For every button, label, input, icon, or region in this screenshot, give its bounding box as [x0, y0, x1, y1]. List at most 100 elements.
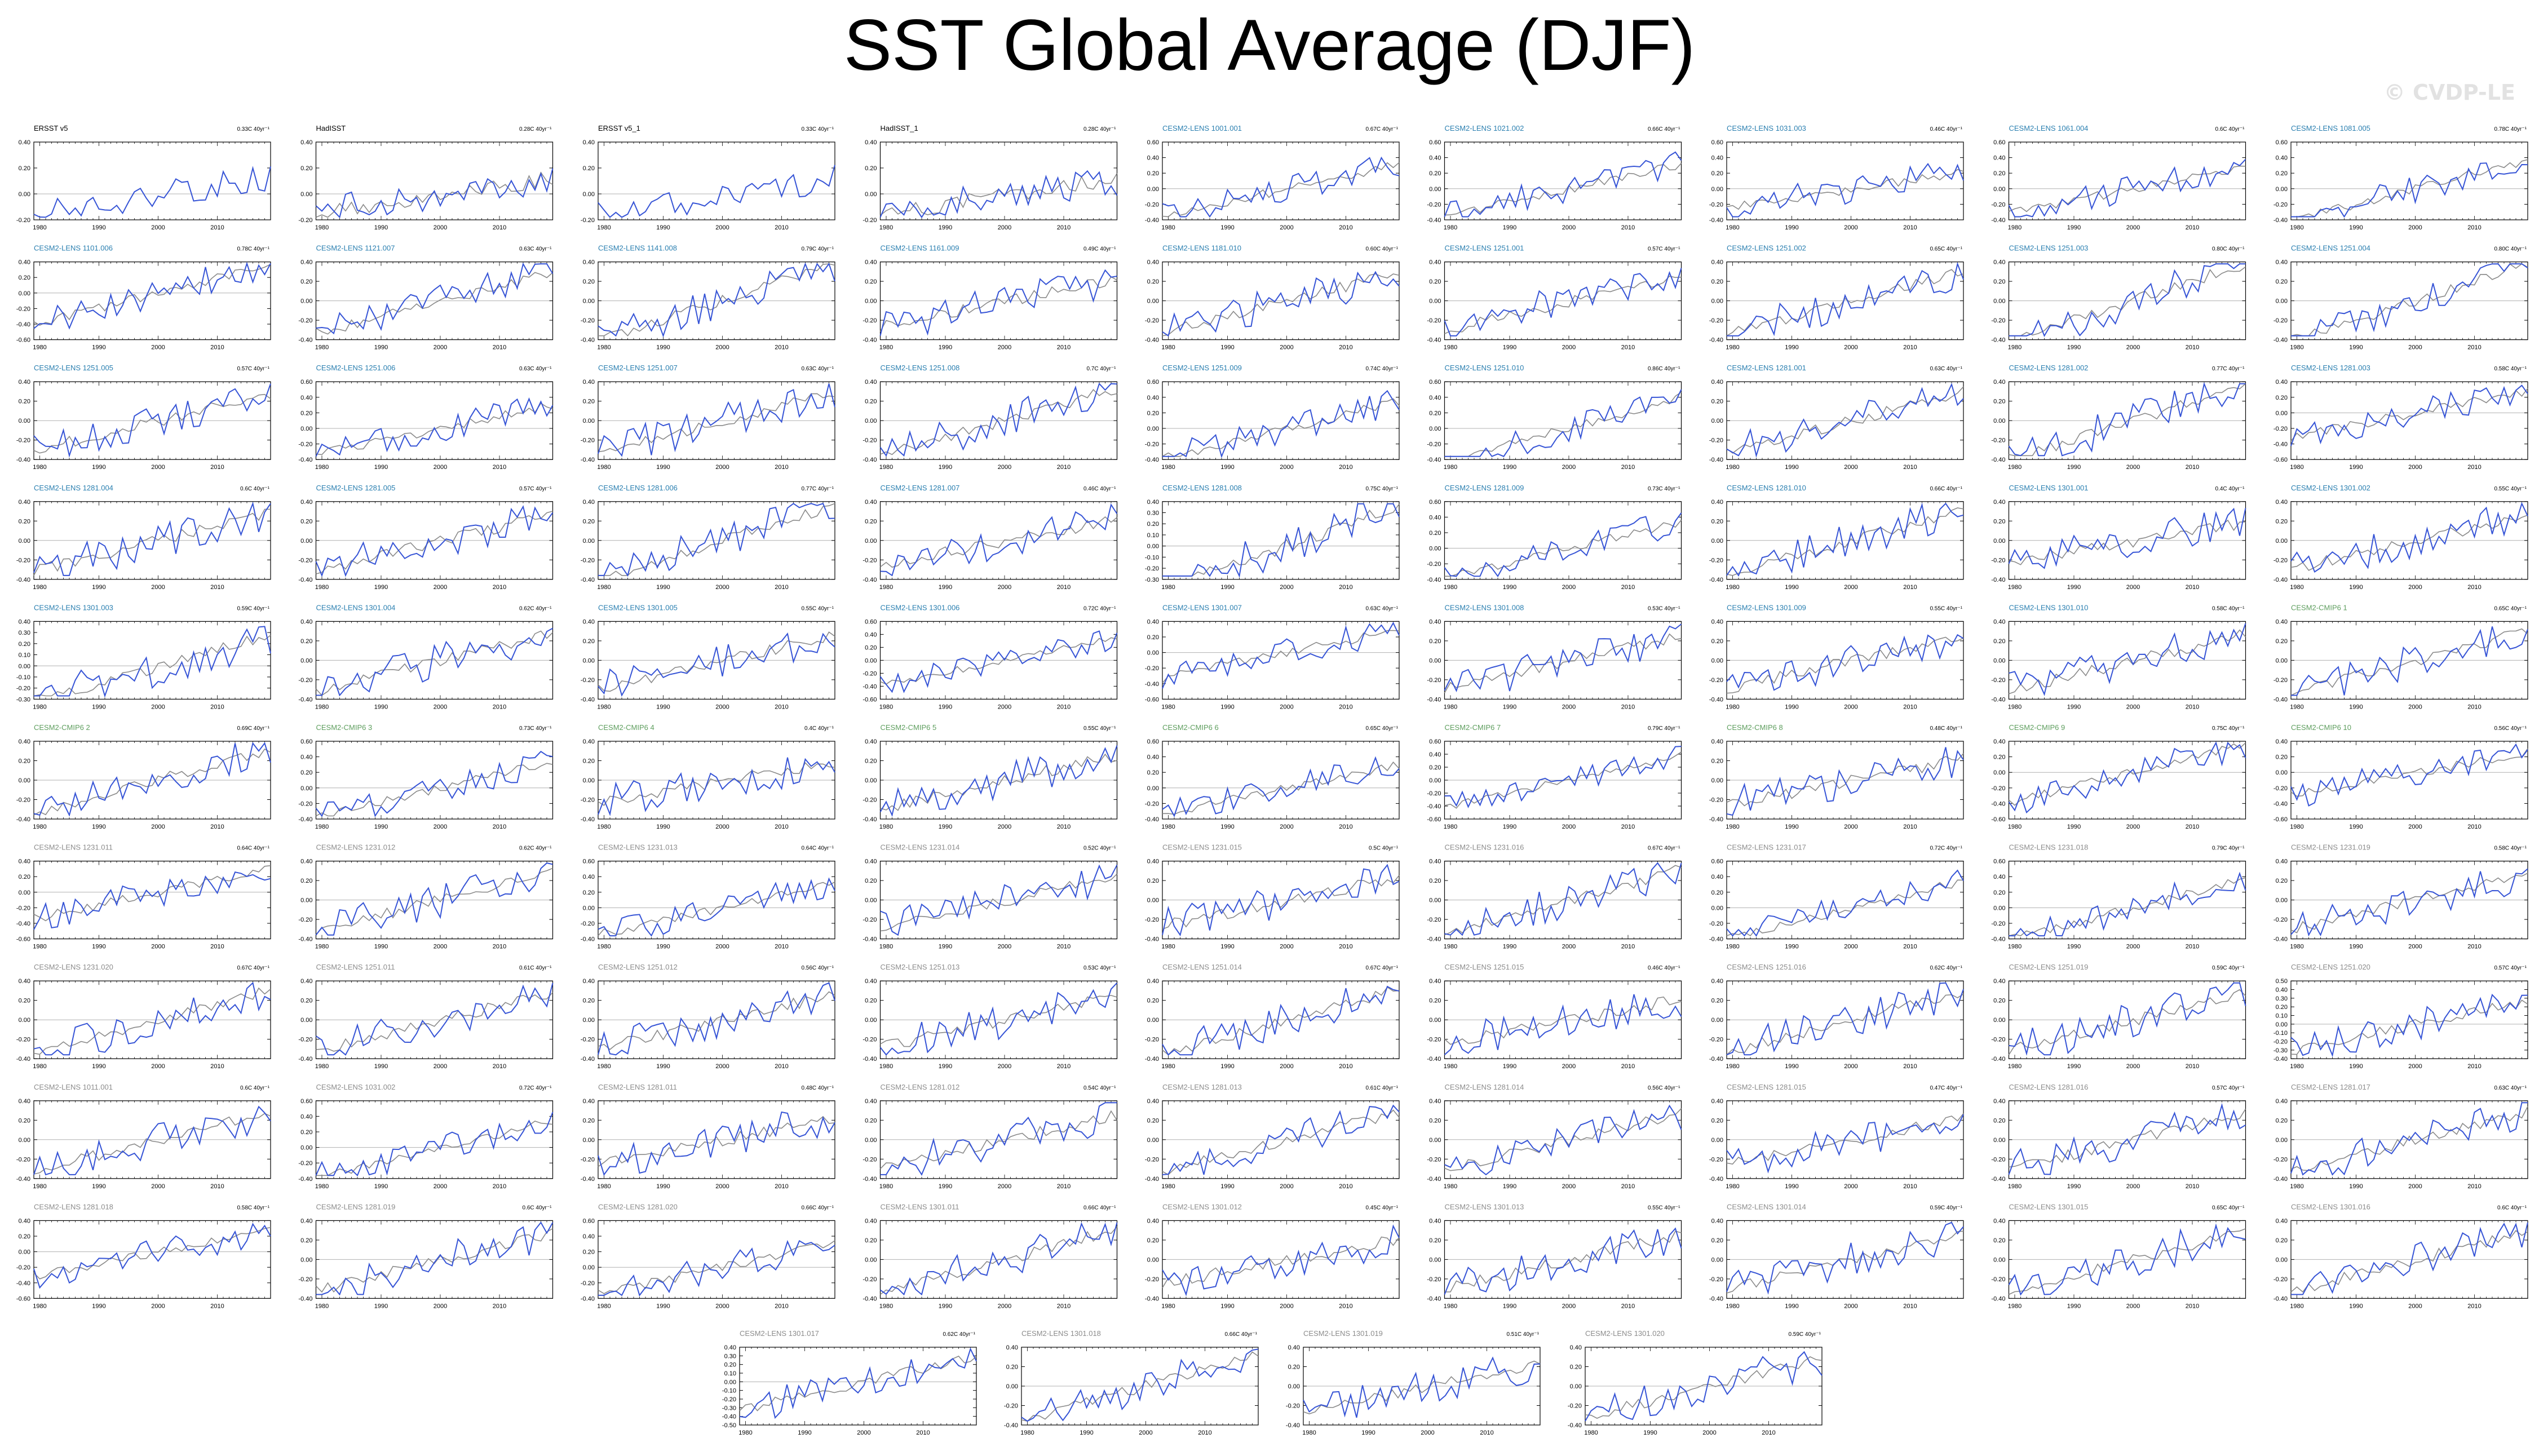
x-tick-label: 1980 — [879, 224, 893, 231]
y-tick-label: 0.40 — [1711, 379, 1723, 386]
sst-panel: CESM2-LENS 1251.001 0.57C 40yr⁻¹ 0.40 0.20 0… — [1427, 244, 1682, 351]
y-tick-label: 0.00 — [583, 191, 595, 198]
y-tick-label: 0.20 — [865, 165, 877, 172]
y-tick-label: 0.20 — [1147, 278, 1159, 285]
x-tick-label: 2010 — [1621, 584, 1635, 591]
member-line — [1726, 634, 1964, 691]
y-tick-label: 0.40 — [865, 379, 877, 386]
x-tick-label: 2000 — [2126, 703, 2140, 710]
x-tick-label: 1980 — [1161, 464, 1175, 471]
x-tick-label: 2010 — [775, 703, 788, 710]
ensemble-mean-line — [2290, 263, 2528, 337]
x-tick-label: 2000 — [1844, 703, 1857, 710]
y-tick-label: 0.00 — [1993, 657, 2005, 664]
x-tick-label: 1990 — [939, 224, 952, 231]
panel-frame — [315, 381, 554, 460]
panel-title: CESM2-LENS 1301.001 — [2009, 484, 2089, 492]
panel-title: CESM2-LENS 1301.003 — [34, 603, 113, 612]
y-tick-label: 0.40 — [2276, 155, 2288, 162]
panel-title: CESM2-CMIP6 2 — [34, 723, 90, 732]
panel-trend: 0.77C 40yr⁻¹ — [801, 486, 834, 492]
y-tick-label: 0.20 — [1993, 399, 2005, 405]
ensemble-mean-line — [880, 637, 1117, 685]
y-tick-label: 0.40 — [19, 139, 30, 146]
ensemble-mean-line — [1444, 276, 1682, 334]
ensemble-mean-line — [879, 276, 1117, 332]
member-line — [1444, 268, 1682, 337]
sst-panel: CESM2-LENS 1251.005 0.57C 40yr⁻¹ 0.40 0.20 0… — [16, 364, 271, 471]
panel-trend: 0.77C 40yr⁻¹ — [2212, 366, 2245, 372]
panel-trend: 0.78C 40yr⁻¹ — [237, 246, 269, 253]
sst-panel: CESM2-LENS 1101.006 0.78C 40yr⁻¹ 0.40 0.20 0… — [16, 244, 271, 351]
x-tick-label: 2010 — [2186, 464, 2199, 471]
cvdp-watermark: © CVDP-LE — [2384, 80, 2515, 105]
member-line — [2290, 384, 2528, 446]
member-line — [1444, 151, 1682, 218]
y-tick-label: -0.20 — [862, 317, 877, 324]
y-tick-label: 0.20 — [1147, 521, 1159, 528]
member-line — [598, 383, 835, 457]
sst-panel: CESM2-LENS 1021.002 0.66C 40yr⁻¹ 0.60 0.40 0… — [1427, 124, 1682, 231]
y-tick-label: 0.40 — [2276, 379, 2288, 386]
y-tick-label: 0.60 — [1147, 139, 1159, 146]
x-tick-label: 2000 — [1280, 464, 1293, 471]
panel-trend: 0.33C 40yr⁻¹ — [237, 126, 269, 132]
x-tick-label: 2010 — [2186, 344, 2199, 351]
y-tick-label: 0.00 — [300, 657, 312, 664]
y-tick-label: -0.20 — [16, 797, 30, 804]
sst-panel: CESM2-LENS 1301.002 0.55C 40yr⁻¹ 0.40 0.20 0… — [2273, 484, 2528, 591]
x-tick-label: 1980 — [879, 464, 893, 471]
sst-panel: CESM2-LENS 1251.007 0.63C 40yr⁻¹ 0.40 0.20 0… — [581, 364, 835, 471]
y-tick-label: 0.20 — [1429, 530, 1441, 537]
y-tick-label: 0.40 — [865, 499, 877, 506]
y-tick-label: 0.20 — [19, 399, 30, 405]
y-tick-label: 0.00 — [1711, 538, 1723, 545]
y-tick-label: 0.20 — [300, 638, 312, 645]
panel-title: CESM2-LENS 1101.006 — [34, 244, 113, 253]
ensemble-mean-line — [33, 393, 271, 454]
y-tick-label: 0.00 — [583, 418, 595, 424]
y-tick-label: 0.20 — [1711, 170, 1723, 177]
x-tick-label: 1990 — [374, 224, 388, 231]
y-tick-label: 0.40 — [1429, 395, 1441, 401]
x-tick-label: 2010 — [1903, 224, 1917, 231]
y-tick-label: 0.40 — [865, 259, 877, 266]
member-line — [33, 166, 271, 218]
sst-panel: CESM2-LENS 1281.003 0.58C 40yr⁻¹ 0.40 0.20 0… — [2273, 364, 2528, 471]
x-tick-label: 1980 — [33, 464, 46, 471]
x-tick-label: 1980 — [1444, 584, 1457, 591]
x-tick-label: 1990 — [939, 464, 952, 471]
x-tick-label: 1980 — [33, 703, 46, 710]
panel-frame — [598, 141, 835, 220]
member-line — [33, 383, 271, 458]
y-tick-label: 0.60 — [1711, 139, 1723, 146]
x-tick-label: 1990 — [2067, 344, 2081, 351]
x-tick-label: 2010 — [1057, 584, 1071, 591]
y-tick-label: 0.20 — [1147, 170, 1159, 177]
y-tick-label: -0.20 — [1991, 437, 2005, 444]
y-tick-label: 0.40 — [19, 499, 30, 506]
y-tick-label: 0.10 — [19, 652, 30, 659]
panel-title: CESM2-LENS 1301.006 — [881, 603, 960, 612]
x-tick-label: 2000 — [1844, 344, 1857, 351]
sst-panel: CESM2-LENS 1281.004 0.6C 40yr⁻¹ 0.40 0.20 0.… — [16, 484, 271, 591]
y-tick-label: 0.40 — [300, 499, 312, 506]
y-tick-label: 0.40 — [19, 618, 30, 625]
sst-panel: CESM2-LENS 1061.004 0.6C 40yr⁻¹ 0.60 0.40 0.… — [1991, 124, 2246, 231]
ensemble-mean-line — [1162, 503, 1400, 577]
x-tick-label: 1980 — [2008, 584, 2022, 591]
y-tick-label: 0.40 — [583, 379, 595, 386]
y-tick-label: 0.00 — [1147, 186, 1159, 193]
x-tick-label: 1990 — [92, 584, 105, 591]
x-tick-label: 1990 — [2067, 584, 2081, 591]
y-tick-label: 0.00 — [2276, 298, 2288, 305]
panel-title: CESM2-LENS 1281.003 — [2291, 364, 2370, 372]
y-tick-label: 0.40 — [2276, 499, 2288, 506]
ensemble-mean-line — [1726, 507, 1964, 576]
sst-panel: HadISST_1 0.28C 40yr⁻¹0.400.200.00-0.2019… — [862, 124, 1118, 231]
member-line — [1162, 156, 1400, 218]
y-tick-label: -0.20 — [2273, 201, 2288, 208]
sst-panel: CESM2-LENS 1301.008 0.53C 40yr⁻¹ 0.40 0.20 0… — [1427, 603, 1682, 710]
x-tick-label: 1980 — [1726, 703, 1739, 710]
